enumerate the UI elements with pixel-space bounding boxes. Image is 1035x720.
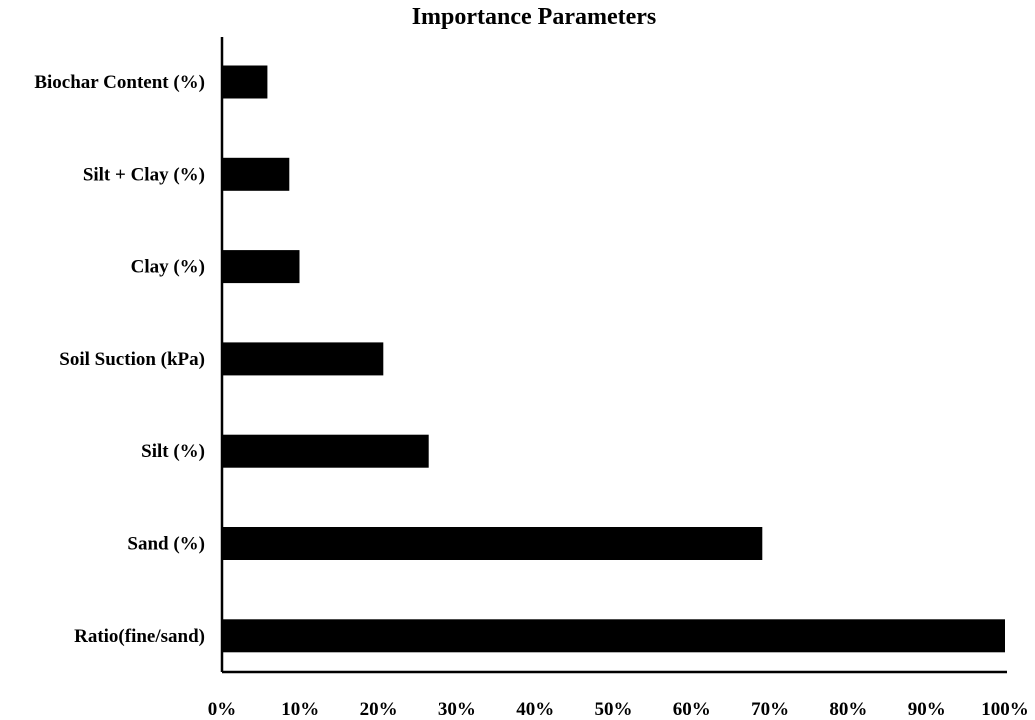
bar — [222, 434, 429, 468]
x-tick-label: 30% — [438, 699, 476, 720]
x-tick-label: 90% — [908, 699, 946, 720]
chart-title: Importance Parameters — [411, 4, 657, 30]
bar — [222, 65, 268, 99]
category-label: Sand (%) — [127, 534, 205, 555]
x-tick-label: 40% — [516, 699, 554, 720]
x-tick-label: 80% — [829, 699, 867, 720]
category-label: Silt + Clay (%) — [83, 164, 205, 185]
x-tick-label: 50% — [595, 699, 633, 720]
category-label: Soil Suction (kPa) — [59, 349, 205, 370]
category-label: Silt (%) — [141, 441, 205, 462]
category-label: Clay (%) — [131, 257, 205, 278]
x-tick-label: 70% — [751, 699, 789, 720]
bar — [222, 619, 1005, 653]
category-label: Biochar Content (%) — [34, 72, 205, 93]
x-tick-label: 20% — [360, 699, 398, 720]
bar — [222, 527, 763, 560]
bar — [222, 157, 290, 191]
bar — [222, 250, 300, 284]
x-tick-label: 0% — [208, 699, 237, 720]
x-tick-label: 60% — [673, 699, 711, 720]
x-tick-label: 100% — [981, 699, 1029, 720]
bar — [222, 342, 384, 376]
category-label: Ratio(fine/sand) — [74, 626, 205, 647]
x-tick-label: 10% — [281, 699, 319, 720]
